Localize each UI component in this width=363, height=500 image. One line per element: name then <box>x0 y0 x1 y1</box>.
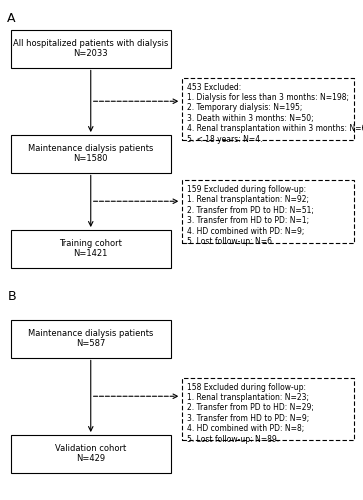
Bar <box>11 135 171 172</box>
Text: 159 Excluded during follow-up:
1. Renal transplantation: N=92;
2. Transfer from : 159 Excluded during follow-up: 1. Renal … <box>187 185 314 246</box>
Bar <box>11 30 171 68</box>
Bar <box>182 180 354 242</box>
Bar <box>11 435 171 472</box>
Text: Maintenance dialysis patients
N=587: Maintenance dialysis patients N=587 <box>28 329 154 348</box>
Text: B: B <box>7 290 16 303</box>
Bar <box>11 320 171 358</box>
Bar <box>182 378 354 440</box>
Bar <box>11 230 171 268</box>
Text: Maintenance dialysis patients
N=1580: Maintenance dialysis patients N=1580 <box>28 144 154 164</box>
Bar <box>182 78 354 140</box>
Text: Validation cohort
N=429: Validation cohort N=429 <box>55 444 126 464</box>
Text: Training cohort
N=1421: Training cohort N=1421 <box>59 239 122 258</box>
Text: A: A <box>7 12 16 26</box>
Text: 158 Excluded during follow-up:
1. Renal transplantation: N=23;
2. Transfer from : 158 Excluded during follow-up: 1. Renal … <box>187 382 314 444</box>
Text: All hospitalized patients with dialysis
N=2033: All hospitalized patients with dialysis … <box>13 39 168 58</box>
Text: 453 Excluded:
1. Dialysis for less than 3 months: N=198;
2. Temporary dialysis: : 453 Excluded: 1. Dialysis for less than … <box>187 82 363 144</box>
